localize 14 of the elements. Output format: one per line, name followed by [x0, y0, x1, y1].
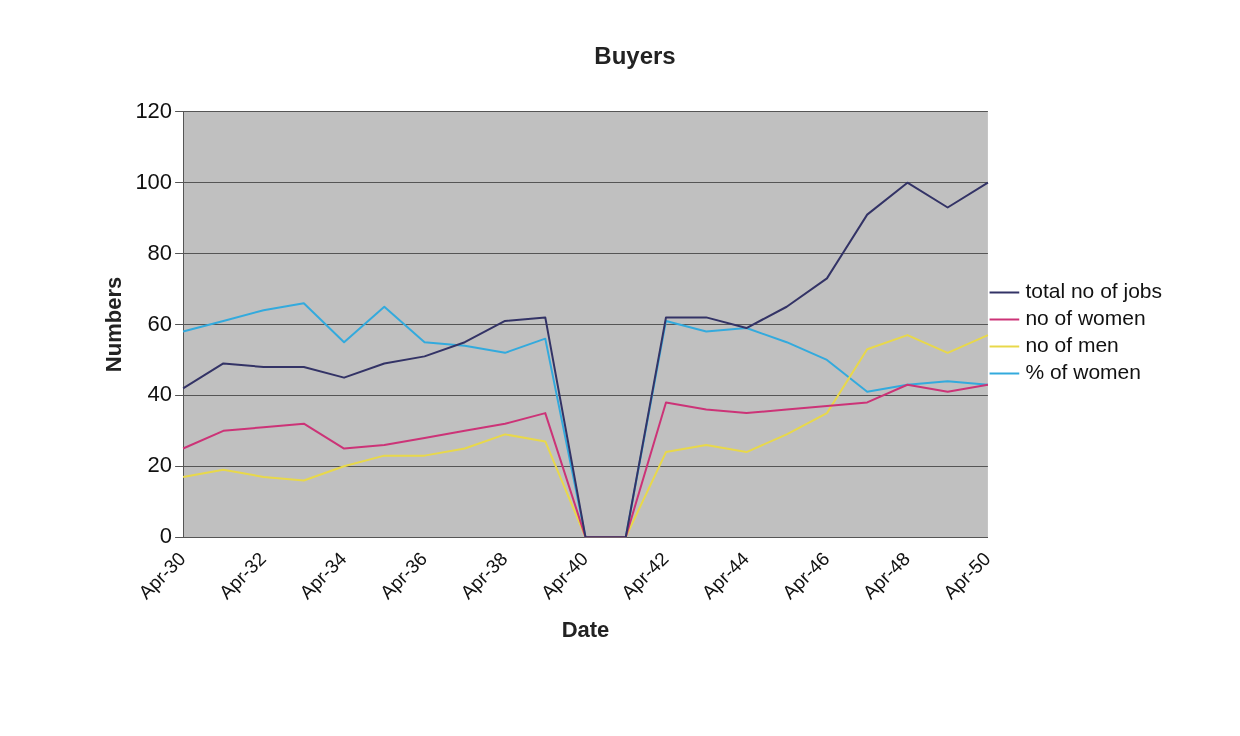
legend-label: no of men — [1025, 333, 1119, 357]
legend-label: % of women — [1025, 360, 1141, 384]
legend-label: no of women — [1025, 306, 1146, 330]
y-tick-label: 100 — [135, 168, 173, 194]
y-tick-label: 40 — [147, 381, 173, 407]
legend-label: total no of jobs — [1025, 279, 1162, 303]
y-axis-title: Numbers — [101, 276, 127, 373]
y-tick-label: 20 — [147, 452, 173, 478]
y-tick-label: 0 — [159, 523, 173, 549]
y-tick-label: 60 — [147, 310, 173, 336]
chart-title: Buyers — [594, 42, 676, 70]
y-tick-label: 120 — [135, 97, 173, 123]
x-axis-title: Date — [561, 616, 610, 642]
y-tick-label: 80 — [147, 239, 173, 265]
